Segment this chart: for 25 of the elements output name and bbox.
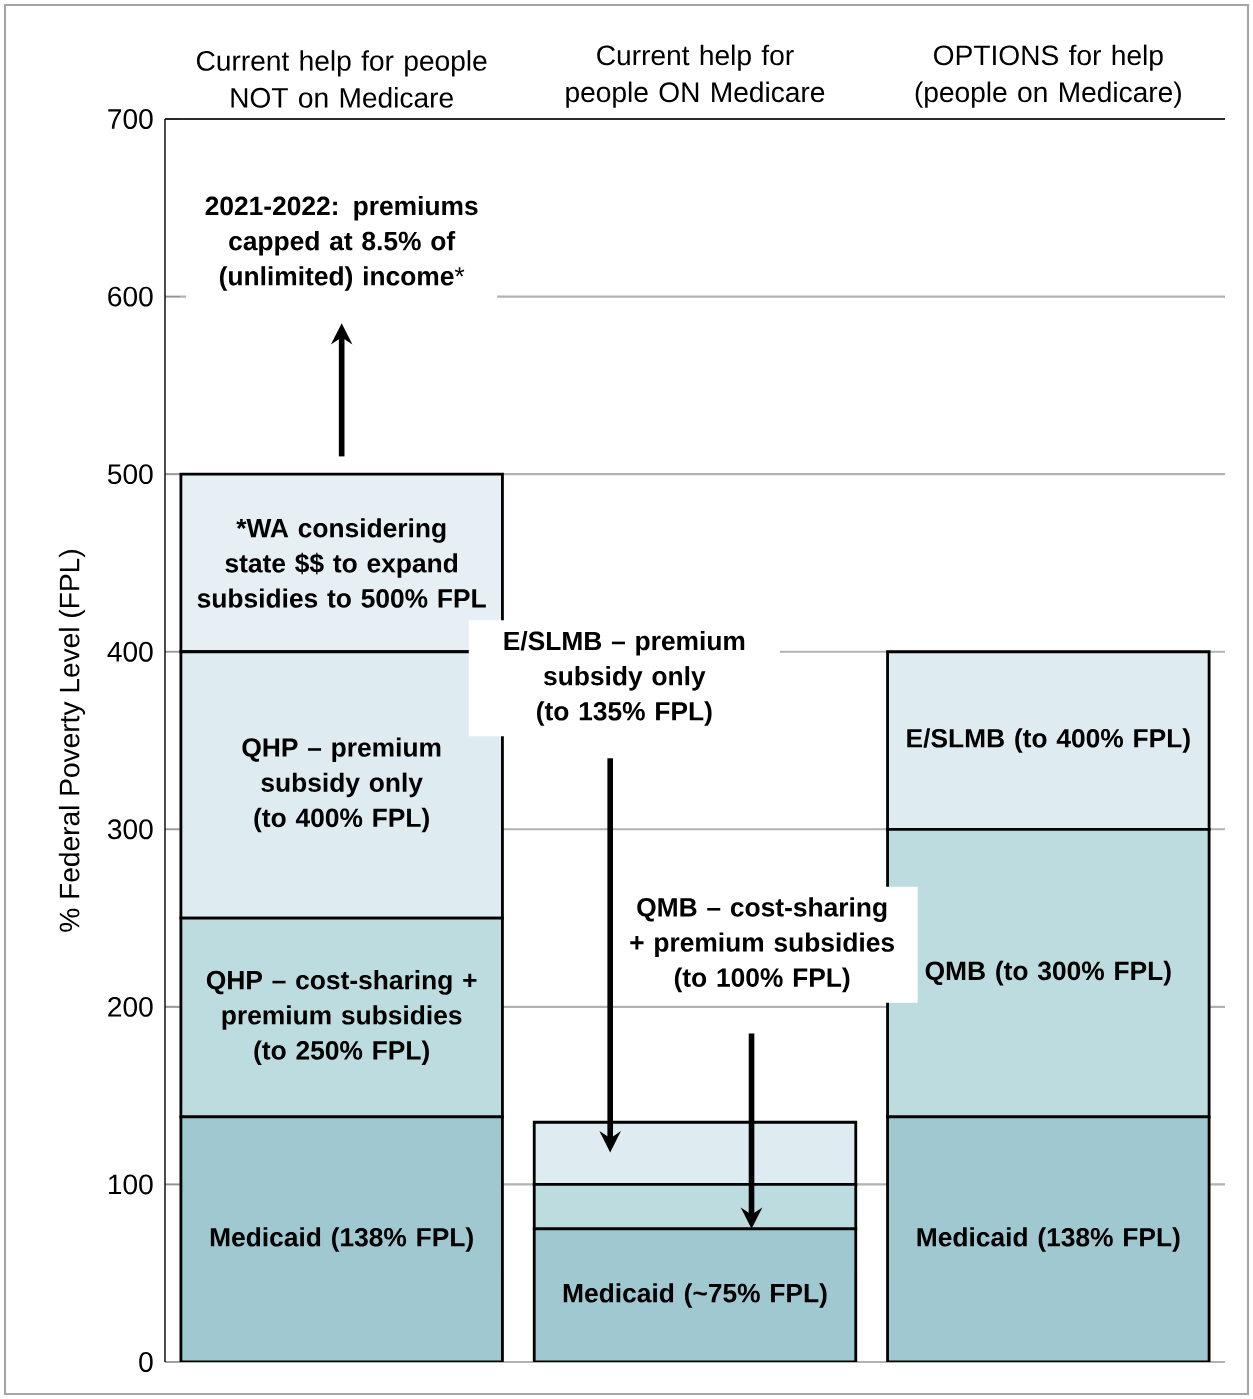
x-tick-label: Current help for people NOT on Medicare bbox=[196, 50, 487, 108]
bar bbox=[886, 1115, 1211, 1362]
y-tick-label: 400 bbox=[107, 641, 153, 662]
y-tick-label: 0 bbox=[139, 1352, 153, 1372]
data-label: Medicaid (~75% FPL) bbox=[563, 1283, 827, 1308]
y-tick-label: 100 bbox=[108, 1174, 153, 1195]
y-axis-title: % Federal Poverty Level (FPL) bbox=[58, 550, 86, 932]
data-label: Medicaid (138% FPL) bbox=[917, 1227, 1180, 1252]
x-tick-label: Current help for people ON Medicare bbox=[566, 44, 825, 108]
data-label: QHP – cost-sharing + premium subsidies (to 250% FPL) bbox=[206, 970, 477, 1065]
data-label: E/SLMB (to 400% FPL) bbox=[907, 728, 1190, 753]
y-tick-label: 200 bbox=[108, 996, 153, 1017]
data-label: *WA considering state $$ to expand subsidies to 500% FPL bbox=[197, 518, 486, 608]
bar bbox=[179, 1115, 504, 1362]
annotation: QMB – cost-sharing + premium subsidies (to 100% FPL) bbox=[630, 897, 894, 993]
data-label: QHP – premium subsidy only (to 400% FPL) bbox=[242, 737, 441, 833]
y-tick-label: 300 bbox=[107, 819, 153, 840]
y-tick-label: 700 bbox=[108, 109, 153, 129]
annotation: 2021-2022: premiums capped at 8.5% of (unlimited) income* bbox=[205, 195, 478, 291]
x-tick-label: OPTIONS for help (people on Medicare) bbox=[915, 44, 1181, 108]
data-label: QMB (to 300% FPL) bbox=[925, 960, 1171, 986]
data-label: Medicaid (138% FPL) bbox=[210, 1227, 473, 1252]
y-tick-label: 600 bbox=[108, 286, 153, 307]
y-tick-label: 500 bbox=[107, 464, 153, 485]
annotation: E/SLMB – premium subsidy only (to 135% FPL) bbox=[504, 630, 745, 726]
